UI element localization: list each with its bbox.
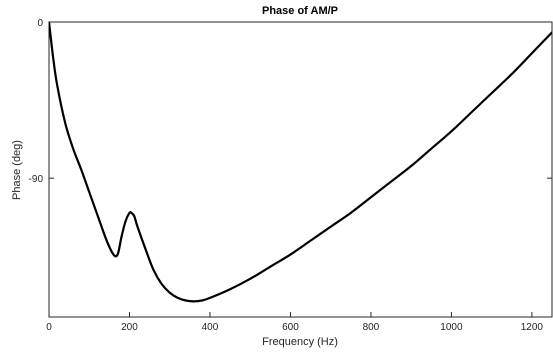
x-tick-label: 800 xyxy=(363,322,380,333)
x-tick-label: 200 xyxy=(121,322,138,333)
series-group xyxy=(49,22,552,303)
x-tick-label: 1000 xyxy=(440,322,463,333)
chart-title: Phase of AM/P xyxy=(262,5,338,17)
axis-ticks: 0 200 400 600 800 1000 1200 0 -90 xyxy=(29,18,552,333)
x-tick-label: 400 xyxy=(202,322,219,333)
plot-area xyxy=(48,21,553,318)
x-axis-label: Frequency (Hz) xyxy=(262,336,338,348)
y-axis-label: Phase (deg) xyxy=(11,140,23,200)
x-tick-label: 1200 xyxy=(521,322,544,333)
y-tick-label: 0 xyxy=(37,18,43,29)
x-tick-label: 0 xyxy=(46,322,52,333)
y-tick-label: -90 xyxy=(29,174,44,185)
x-tick-label: 600 xyxy=(282,322,299,333)
phase-series-line xyxy=(49,22,552,303)
